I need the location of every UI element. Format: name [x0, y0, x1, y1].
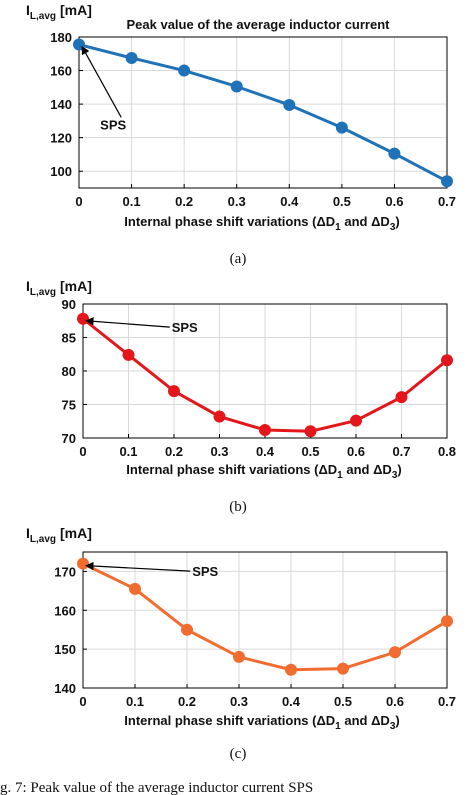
chart-c-xtick-label-6: 0.6 — [386, 694, 404, 709]
chart-a-xtick-label-2: 0.2 — [175, 194, 193, 209]
chart-a-xtick-label-6: 0.6 — [385, 194, 403, 209]
chart-c-caption: (c) — [230, 746, 247, 762]
chart-c-annotation-arrow — [85, 561, 191, 572]
chart-c-annotation-label: SPS — [192, 564, 218, 579]
chart-b-xtick-label-8: 0.8 — [438, 444, 456, 459]
chart-a-xtick-label-4: 0.4 — [280, 194, 299, 209]
chart-c-data-point — [441, 615, 453, 628]
chart-b-data-point — [304, 425, 317, 438]
chart-b-plot: 0 0.1 0.2 0.3 0.4 0.5 0.6 0.7 0.8 70 75 80 85 90 SPS — [62, 297, 457, 459]
chart-a-xtick-label-5: 0.5 — [333, 194, 351, 209]
chart-b-xtick-label-2: 0.2 — [165, 444, 183, 459]
chart-c-data-point — [233, 650, 245, 663]
figure-caption: g. 7: Peak value of the average inductor… — [0, 780, 313, 795]
chart-c-data-point — [77, 557, 89, 570]
chart-b-annotation-arrow — [85, 317, 170, 328]
chart-c-data-point — [129, 582, 141, 595]
chart-c-xtick-label-1: 0.1 — [126, 694, 144, 709]
chart-a-title: Peak value of the average inductor curre… — [127, 17, 391, 32]
chart-b-ytick-label-4: 90 — [62, 297, 76, 312]
chart-a-xlabel: Internal phase shift variations (ΔD1 and… — [124, 214, 399, 233]
chart-a-ytick-label-0: 100 — [50, 164, 72, 179]
chart-b: IL,avg [mA] 0 0.1 0.2 0.3 0.4 0.5 0.6 0.7 0.8 70 75… — [26, 278, 456, 515]
chart-b-data-point — [350, 414, 362, 427]
chart-b-xtick-label-1: 0.1 — [119, 444, 137, 459]
chart-c-ytick-label-0: 140 — [54, 681, 76, 696]
chart-b-data-point — [168, 385, 180, 398]
chart-b-xtick-label-6: 0.6 — [347, 444, 365, 459]
chart-a-xtick-label-0: 0 — [75, 194, 82, 209]
chart-a-xtick-label-1: 0.1 — [123, 194, 141, 209]
chart-c-data-point — [181, 623, 193, 636]
chart-b-data-point — [441, 354, 453, 367]
chart-a-data-point — [230, 80, 243, 93]
chart-a-xtick-label-3: 0.3 — [228, 194, 246, 209]
chart-c-plot: 0 0.1 0.2 0.3 0.4 0.5 0.6 0.7 140 150 160 170 SPS — [54, 551, 456, 709]
chart-c-ytick-label-3: 170 — [54, 564, 76, 579]
chart-a-data-point — [441, 175, 453, 188]
chart-b-data-point — [77, 312, 89, 325]
chart-b-xlabel: Internal phase shift variations (ΔD1 and… — [126, 462, 401, 481]
chart-c-xtick-label-4: 0.4 — [282, 694, 301, 709]
chart-c-data-point — [337, 662, 349, 675]
chart-b-xtick-label-0: 0 — [79, 444, 86, 459]
chart-c-ytick-label-2: 160 — [54, 603, 76, 618]
chart-c-data-point — [285, 663, 297, 676]
chart-b-data-point — [259, 423, 271, 436]
chart-a: Peak value of the average inductor curre… — [26, 2, 456, 267]
chart-b-caption: (b) — [229, 499, 247, 515]
chart-c-axes-frame — [82, 551, 448, 689]
chart-c-xtick-label-0: 0 — [79, 694, 86, 709]
chart-b-xtick-label-3: 0.3 — [210, 444, 228, 459]
chart-b-ytick-label-3: 85 — [62, 331, 76, 346]
chart-c-xtick-label-5: 0.5 — [334, 694, 352, 709]
chart-a-data-point — [335, 121, 348, 134]
chart-a-plot: 0 0.1 0.2 0.3 0.4 0.5 0.6 0.7 100 120 140 160 180 SPS — [50, 30, 456, 209]
chart-a-ytick-label-3: 160 — [50, 64, 72, 79]
chart-a-annotation-arrow — [81, 45, 122, 118]
chart-c-xlabel: Internal phase shift variations (ΔD1 and… — [124, 713, 399, 732]
chart-b-ytick-label-2: 80 — [62, 364, 76, 379]
chart-a-caption: (a) — [230, 251, 247, 267]
chart-a-ylabel: IL,avg [mA] — [26, 2, 92, 22]
chart-b-data-point — [395, 391, 408, 404]
chart-b-xtick-label-5: 0.5 — [301, 444, 319, 459]
chart-c-ytick-label-1: 150 — [54, 642, 76, 657]
chart-c-xtick-label-3: 0.3 — [230, 694, 248, 709]
chart-b-ytick-label-1: 75 — [62, 398, 76, 413]
chart-a-data-point — [178, 64, 191, 77]
chart-b-annotation-label: SPS — [172, 320, 198, 335]
chart-c-series-line — [82, 562, 448, 672]
chart-b-xtick-label-7: 0.7 — [392, 444, 410, 459]
chart-a-series-line — [78, 43, 448, 183]
chart-b-ylabel: IL,avg [mA] — [26, 278, 92, 298]
chart-b-xtick-label-4: 0.4 — [256, 444, 275, 459]
chart-c-data-point — [389, 646, 401, 659]
chart-a-ytick-label-1: 120 — [50, 131, 72, 146]
chart-a-data-point — [125, 51, 138, 64]
chart-a-xtick-label-7: 0.7 — [438, 194, 456, 209]
chart-b-data-point — [213, 410, 226, 423]
chart-b-data-point — [122, 348, 135, 361]
chart-a-ytick-label-4: 180 — [50, 30, 72, 45]
chart-a-data-point — [388, 147, 401, 160]
chart-a-data-point — [283, 98, 296, 111]
chart-a-annotation-label: SPS — [100, 117, 126, 132]
chart-a-ytick-label-2: 140 — [50, 97, 72, 112]
chart-b-ytick-label-0: 70 — [62, 431, 76, 446]
chart-c: IL,avg [mA] 0 0.1 0.2 0.3 0.4 0.5 0.6 0.7 140 150 1… — [26, 525, 456, 762]
chart-c-xtick-label-2: 0.2 — [178, 694, 196, 709]
chart-c-ylabel: IL,avg [mA] — [26, 525, 92, 545]
chart-c-xtick-label-7: 0.7 — [438, 694, 456, 709]
chart-a-axes-frame — [78, 36, 448, 189]
